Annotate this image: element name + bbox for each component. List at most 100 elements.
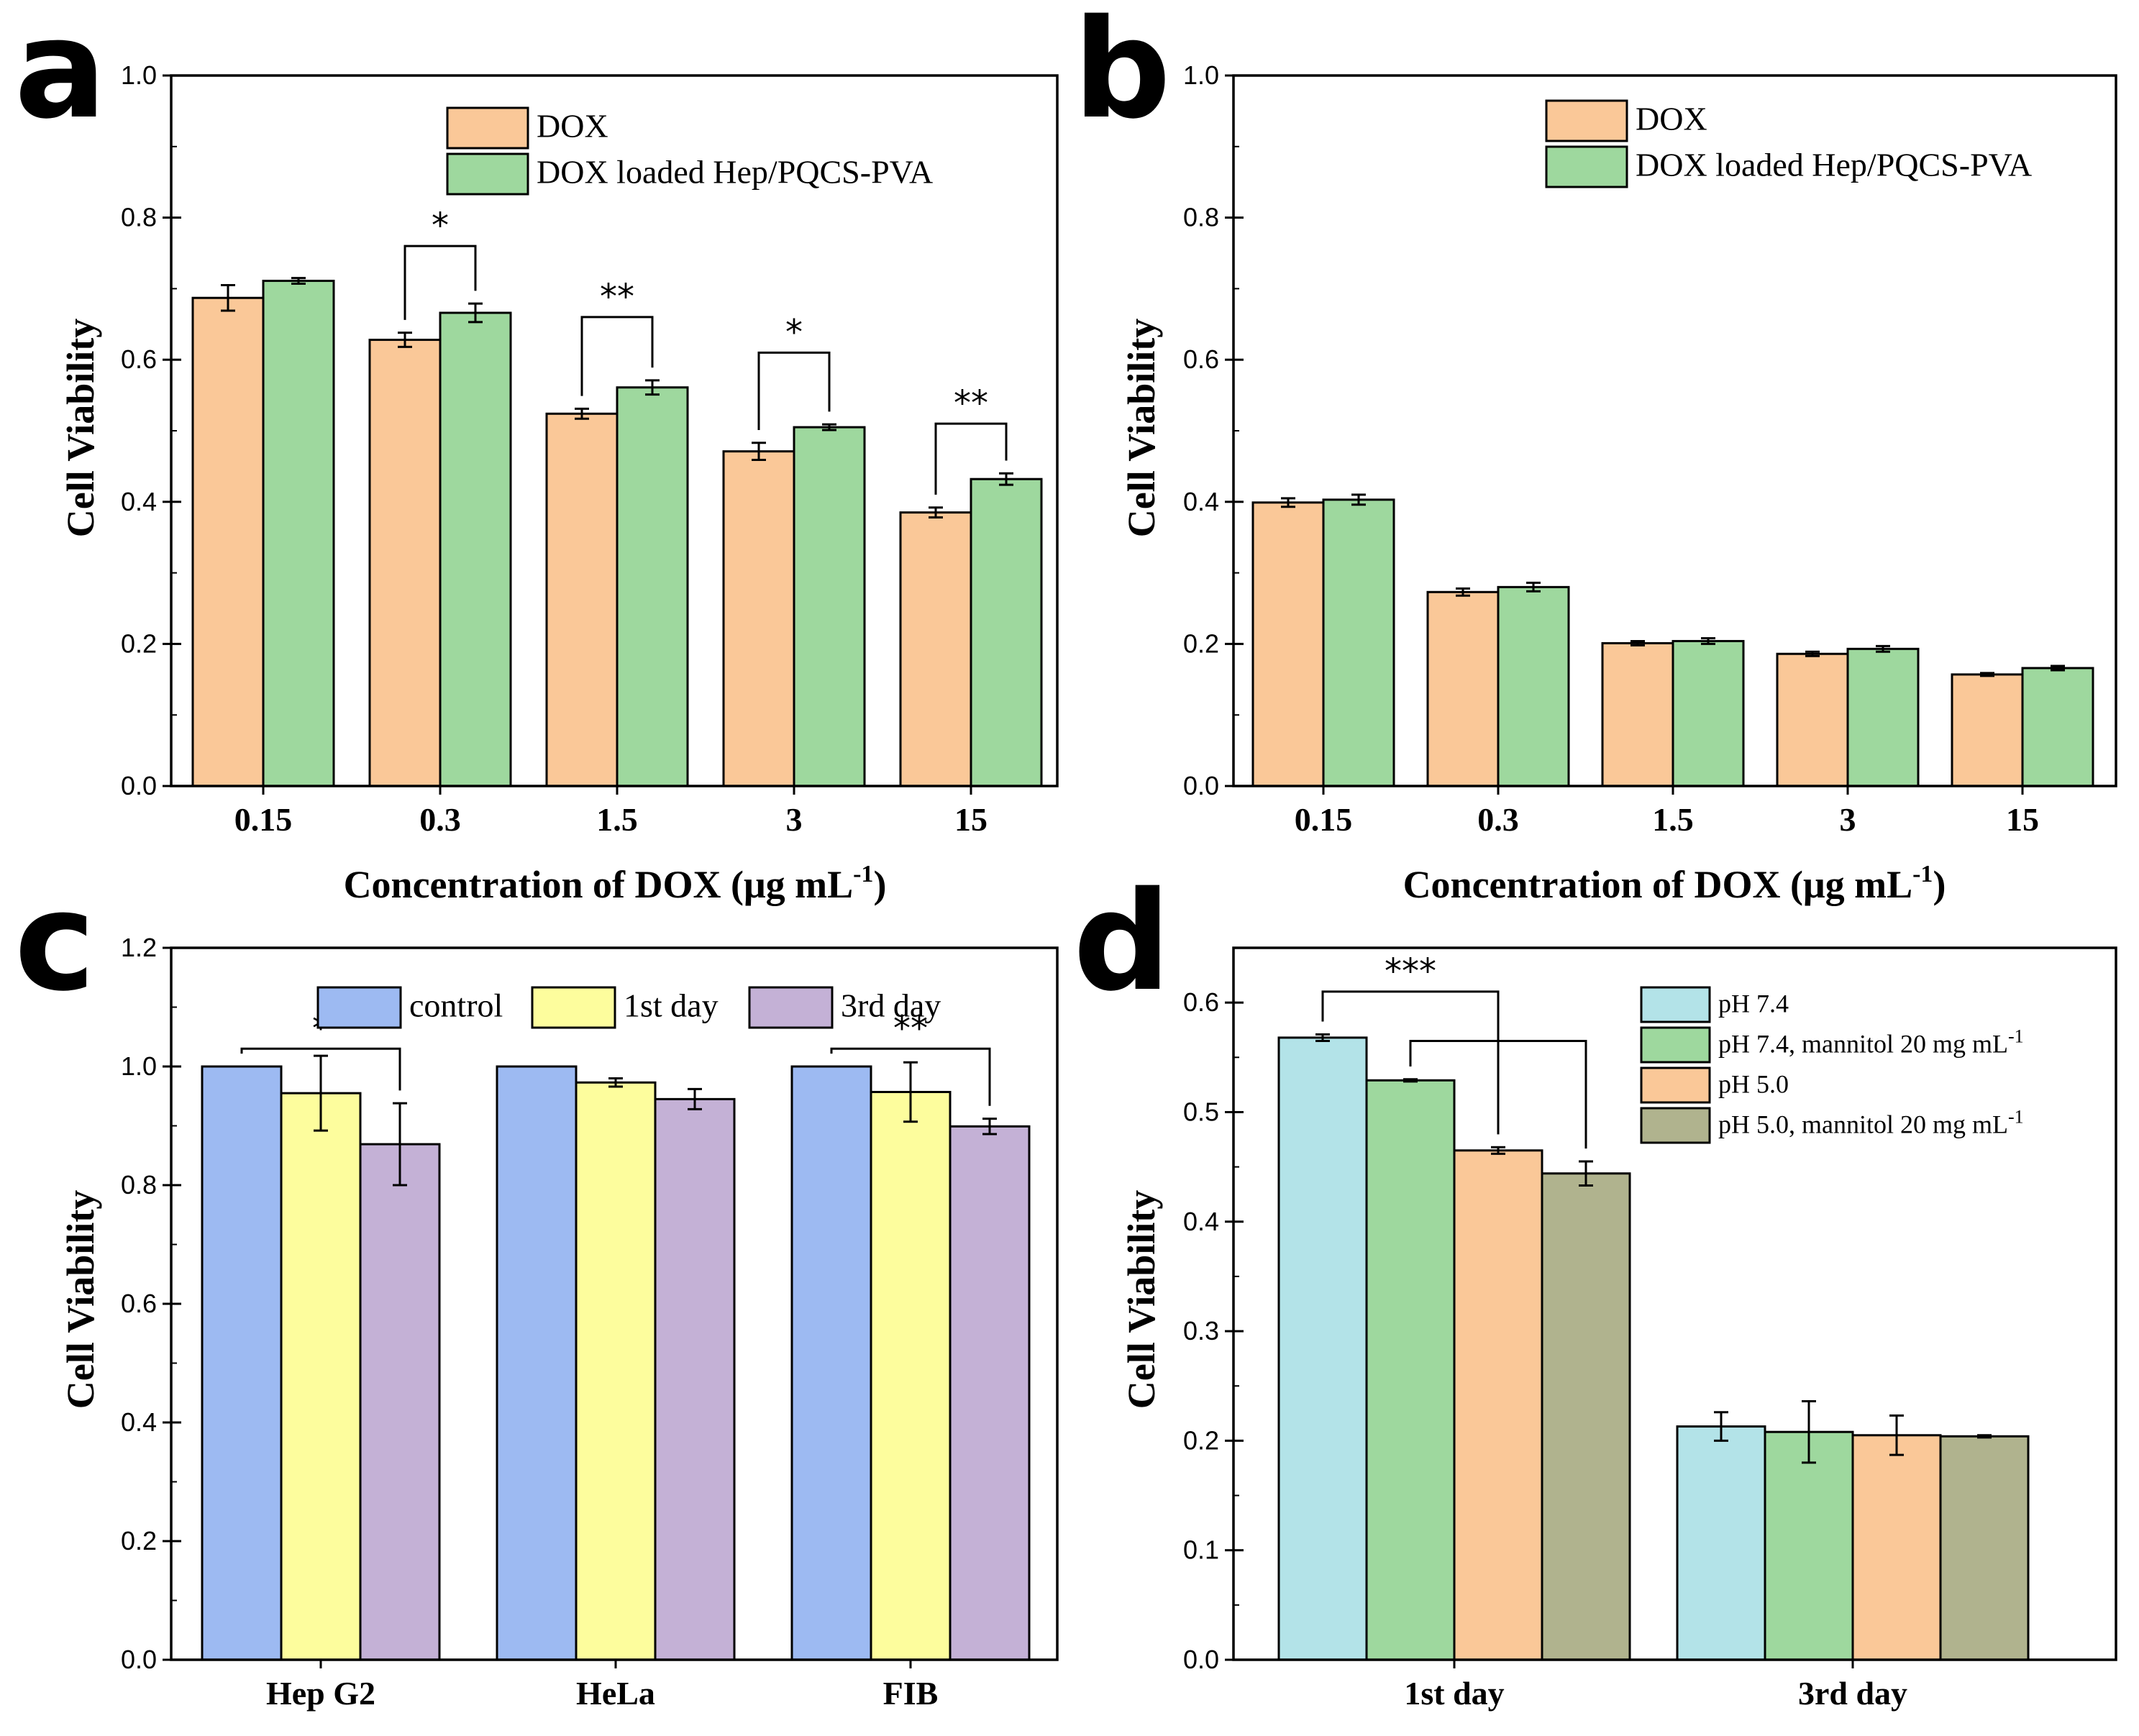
y-tick-label-d-4: 0.4: [1183, 1207, 1219, 1236]
x-axis-label-a-end: ): [873, 863, 886, 906]
y-tick-label-c-5: 1.0: [121, 1051, 157, 1081]
bar-a-s1-c0: [262, 280, 335, 787]
bar-a-s1-c4: [970, 478, 1043, 787]
legend-swatch-b-1: [1545, 145, 1628, 188]
legend-swatch-d-1: [1640, 1026, 1711, 1064]
axes-frame-b: [1232, 74, 2117, 787]
x-tick-label-a-2: 1.5: [596, 801, 638, 838]
legend-label-text-d-0: pH 7.4: [1718, 990, 1789, 1018]
bar-d-s0-c1: [1676, 1425, 1766, 1661]
bar-c-s0-c1: [496, 1065, 578, 1661]
legend-label-d-2: pH 5.0: [1718, 1070, 1789, 1099]
legend-swatch-c-1: [531, 986, 616, 1029]
legend-label-text-c-1: 1st day: [624, 987, 719, 1023]
y-tick-label-d-5: 0.5: [1183, 1097, 1219, 1126]
y-tick-label-d-0: 0.0: [1183, 1645, 1219, 1674]
x-axis-label-b-main: Concentration of DOX (μg mL: [1403, 863, 1913, 906]
significance-label-a-2: *: [785, 312, 803, 352]
legend-label-d-0: pH 7.4: [1718, 990, 1789, 1018]
bar-b-s0-c0: [1251, 501, 1325, 787]
significance-bracket-d-0: [1321, 990, 1500, 1135]
legend-label-b-1: DOX loaded Hep/PQCS-PVA: [1636, 146, 2032, 183]
bar-a-s0-c1: [368, 339, 442, 787]
y-tick-label-a-3: 0.6: [121, 344, 157, 374]
bar-a-s0-c2: [545, 412, 619, 787]
y-tick-label-b-3: 0.6: [1183, 344, 1219, 374]
bar-c-s2-c1: [654, 1097, 736, 1661]
y-tick-label-b-0: 0.0: [1183, 771, 1219, 800]
bar-c-s1-c0: [280, 1092, 362, 1661]
bar-a-s1-c2: [616, 386, 689, 787]
x-tick-label-c-2: FIB: [883, 1675, 939, 1712]
legend-swatch-a-1: [446, 152, 529, 196]
legend-label-text-a-0: DOX: [537, 107, 608, 144]
y-tick-label-c-4: 0.8: [121, 1170, 157, 1200]
y-axis-label-a: Cell Viability: [59, 319, 102, 538]
legend-label-sup-d-3: -1: [2008, 1107, 2024, 1128]
legend-label-b-0: DOX: [1636, 100, 1707, 137]
bar-d-s0-c0: [1277, 1036, 1368, 1661]
bar-a-s0-c4: [899, 511, 972, 787]
x-axis-label-a: Concentration of DOX (μg mL-1): [344, 861, 887, 906]
bar-a-s0-c0: [191, 296, 265, 787]
bar-a-s1-c3: [793, 426, 866, 787]
y-tick-label-d-2: 0.2: [1183, 1425, 1219, 1455]
bar-b-s1-c3: [1846, 647, 1920, 787]
y-tick-label-b-5: 1.0: [1183, 60, 1219, 90]
legend-label-text-d-3: pH 5.0, mannitol 20 mg mL: [1718, 1110, 2008, 1139]
x-tick-label-a-1: 0.3: [419, 801, 461, 838]
bar-b-s1-c4: [2021, 667, 2094, 787]
panel-letter-c: c: [14, 862, 96, 1021]
bar-c-s2-c0: [359, 1143, 441, 1661]
x-tick-label-a-0: 0.15: [234, 801, 293, 838]
bar-b-s1-c2: [1671, 639, 1745, 787]
bar-d-s2-c0: [1453, 1149, 1543, 1661]
bar-c-s2-c2: [949, 1125, 1031, 1661]
x-tick-label-c-0: Hep G2: [266, 1675, 375, 1712]
legend-swatch-d-3: [1640, 1107, 1711, 1144]
legend-label-d-3: pH 5.0, mannitol 20 mg mL-1: [1718, 1107, 2024, 1139]
y-tick-label-c-2: 0.4: [121, 1407, 157, 1437]
y-tick-label-b-2: 0.4: [1183, 487, 1219, 516]
chart-panel-b: 0.0 0.2 0.4 0.6 0.8 1.0 0.15 0.3 1.5 3 15 DOX DOX lo…: [1183, 60, 2117, 838]
legend-label-text-c-0: control: [409, 987, 503, 1023]
bar-d-s1-c1: [1764, 1430, 1854, 1661]
significance-label-d-0: ***: [1385, 951, 1436, 992]
x-tick-label-b-0: 0.15: [1295, 801, 1353, 838]
x-axis-label-b: Concentration of DOX (μg mL-1): [1403, 861, 1946, 906]
axes-frame-a: [170, 74, 1059, 787]
y-tick-label-a-1: 0.2: [121, 629, 157, 658]
legend-swatch-d-2: [1640, 1066, 1711, 1104]
bar-b-s0-c2: [1601, 641, 1674, 787]
bar-c-s0-c2: [790, 1065, 872, 1661]
legend-label-c-1: 1st day: [624, 987, 719, 1023]
bar-a-s0-c3: [722, 450, 795, 787]
bar-b-s1-c0: [1322, 498, 1395, 787]
significance-label-a-3: **: [954, 383, 988, 424]
bar-d-s2-c1: [1851, 1434, 1942, 1661]
axes-frame-c: [170, 946, 1059, 1661]
chart-panel-d: 0.0 0.1 0.2 0.3 0.4 0.5 0.6 1st day 3rd day *** pH…: [1183, 946, 2117, 1712]
x-tick-label-d-0: 1st day: [1404, 1675, 1504, 1712]
legend-label-c-0: control: [409, 987, 503, 1023]
y-tick-label-c-3: 0.6: [121, 1289, 157, 1318]
y-tick-label-d-3: 0.3: [1183, 1316, 1219, 1346]
bar-d-s1-c0: [1365, 1079, 1456, 1661]
axes-frame-d: [1232, 946, 2117, 1661]
x-tick-label-b-1: 0.3: [1477, 801, 1519, 838]
bar-d-s3-c0: [1541, 1172, 1631, 1661]
legend-label-text-d-2: pH 5.0: [1718, 1070, 1789, 1099]
y-tick-label-c-1: 0.2: [121, 1526, 157, 1555]
bar-c-s1-c1: [575, 1081, 657, 1661]
legend-swatch-a-0: [446, 106, 529, 150]
legend-label-a-1: DOX loaded Hep/PQCS-PVA: [537, 153, 933, 190]
x-tick-label-b-3: 3: [1840, 801, 1856, 838]
y-tick-label-c-6: 1.2: [121, 933, 157, 962]
significance-label-a-0: *: [432, 206, 449, 246]
chart-panel-a: 0.00.20.40.60.81.00.15 0.3 1.5 3 15******DOX…: [121, 60, 1059, 838]
significance-bracket-a-0: [403, 245, 477, 320]
x-tick-label-c-1: HeLa: [576, 1675, 655, 1712]
y-axis-label-b: Cell Viability: [1120, 319, 1163, 538]
bar-c-s1-c2: [870, 1090, 952, 1661]
